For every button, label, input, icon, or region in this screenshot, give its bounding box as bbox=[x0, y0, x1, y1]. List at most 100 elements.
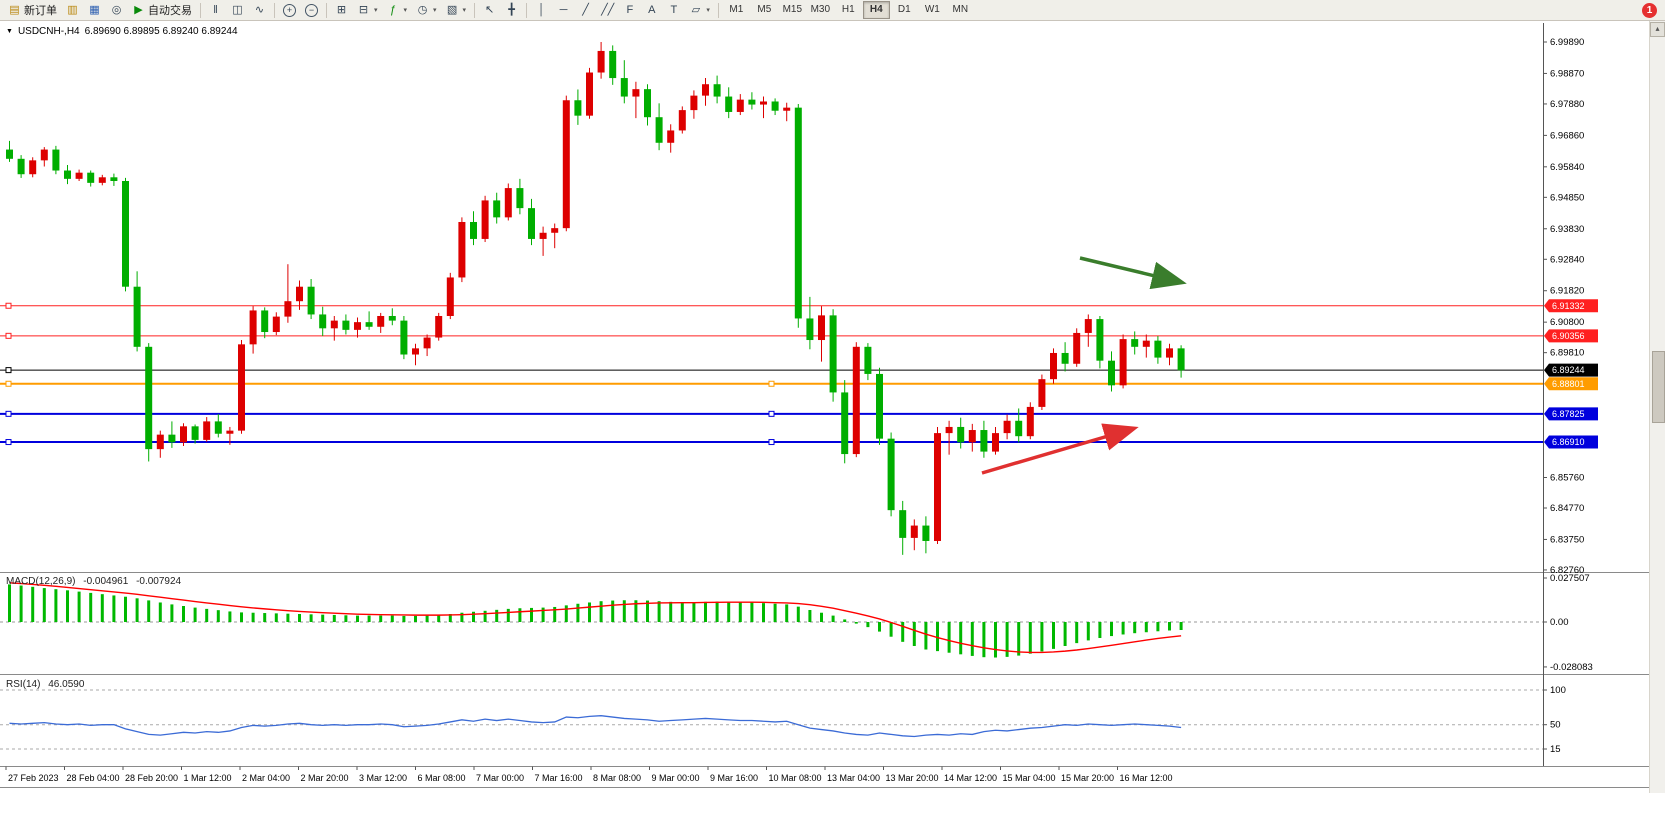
candle-body bbox=[794, 107, 802, 319]
data-window-button[interactable]: ▦ bbox=[84, 1, 105, 20]
svg-text:7 Mar 16:00: 7 Mar 16:00 bbox=[535, 773, 583, 783]
zoom-in-button[interactable]: + bbox=[279, 1, 300, 20]
text-icon: A bbox=[648, 3, 656, 16]
auto-trading-button[interactable]: ▶ 自动交易 bbox=[128, 1, 196, 20]
new-chart-button[interactable]: ⊟ ▾ bbox=[353, 1, 382, 20]
timeframe-m1[interactable]: M1 bbox=[729, 4, 744, 15]
text-label-icon: T bbox=[670, 3, 678, 16]
svg-text:6.88801: 6.88801 bbox=[1552, 379, 1585, 389]
shapes-icon: ▱ bbox=[691, 3, 701, 16]
svg-text:9 Mar 16:00: 9 Mar 16:00 bbox=[710, 773, 758, 783]
channel-button[interactable]: ╱╱ bbox=[597, 1, 618, 20]
play-icon: ▶ bbox=[134, 3, 143, 16]
line-handle bbox=[5, 302, 12, 309]
market-watch-button[interactable]: ▥ bbox=[62, 1, 83, 20]
crosshair-icon: ╋ bbox=[508, 3, 515, 16]
candle-body bbox=[330, 320, 338, 329]
candle-body bbox=[910, 525, 918, 538]
candlestick-chart-button[interactable]: ◫ bbox=[227, 1, 248, 20]
scrollbar-thumb[interactable] bbox=[1652, 351, 1665, 423]
candle-body bbox=[133, 286, 141, 347]
data-window-icon: ▦ bbox=[89, 3, 100, 16]
candle-body bbox=[678, 110, 686, 131]
candle-body bbox=[1026, 406, 1034, 437]
timeframe-w1[interactable]: W1 bbox=[924, 4, 940, 15]
candle-body bbox=[922, 525, 930, 541]
shapes-button[interactable]: ▱ ▾ bbox=[685, 1, 714, 20]
vertical-scrollbar[interactable]: ▴ bbox=[1649, 21, 1665, 793]
svg-text:13 Mar 04:00: 13 Mar 04:00 bbox=[827, 773, 880, 783]
timeframe-m30[interactable]: M30 bbox=[810, 4, 831, 15]
new-order-icon: ▤ bbox=[9, 3, 20, 16]
candle-body bbox=[145, 346, 153, 450]
zoom-out-button[interactable]: − bbox=[301, 1, 322, 20]
candle-body bbox=[354, 322, 361, 330]
separator bbox=[717, 2, 719, 18]
candle-body bbox=[1119, 339, 1127, 386]
svg-text:6.82760: 6.82760 bbox=[1550, 565, 1584, 576]
candle-body bbox=[1142, 340, 1150, 347]
svg-text:6.92840: 6.92840 bbox=[1550, 254, 1584, 265]
svg-text:6 Mar 08:00: 6 Mar 08:00 bbox=[418, 773, 466, 783]
cursor-button[interactable]: ↖ bbox=[479, 1, 500, 20]
vertical-line-button[interactable]: │ bbox=[531, 1, 552, 20]
timeframe-h1[interactable]: H1 bbox=[841, 4, 855, 15]
navigator-button[interactable]: ◎ bbox=[106, 1, 127, 20]
timeframe-h4[interactable]: H4 bbox=[862, 1, 890, 19]
separator bbox=[326, 2, 327, 18]
candle-body bbox=[1038, 379, 1046, 407]
candle-body bbox=[493, 200, 501, 218]
timeframe-d1[interactable]: D1 bbox=[897, 4, 911, 15]
text-label-button[interactable]: T bbox=[663, 1, 684, 20]
bar-chart-button[interactable]: ‖ bbox=[205, 1, 226, 20]
price-badge bbox=[1544, 435, 1598, 449]
candle-body bbox=[562, 100, 570, 229]
candle-body bbox=[17, 158, 25, 175]
candle-body bbox=[226, 430, 234, 434]
candle-body bbox=[702, 84, 709, 96]
scroll-up-icon[interactable]: ▴ bbox=[1650, 22, 1665, 37]
candle-body bbox=[783, 107, 791, 111]
indicators-button[interactable]: ƒ ▾ bbox=[383, 1, 412, 20]
price-badge bbox=[1544, 299, 1598, 313]
time-axis: 27 Feb 2023 28 Feb 04:00 28 Feb 20:00 1 Mar… bbox=[5, 766, 1173, 783]
candle-body bbox=[52, 149, 60, 171]
macd-histogram bbox=[8, 584, 1183, 658]
crosshair-button[interactable]: ╋ bbox=[501, 1, 522, 20]
level-lines bbox=[0, 302, 1543, 446]
candle-body bbox=[110, 177, 118, 181]
svg-text:2 Mar 04:00: 2 Mar 04:00 bbox=[242, 773, 290, 783]
candle-body bbox=[87, 172, 95, 183]
text-button[interactable]: A bbox=[641, 1, 662, 20]
period-button[interactable]: ◷ ▾ bbox=[412, 1, 441, 20]
candle-body bbox=[690, 95, 698, 111]
new-order-label: 新订单 bbox=[24, 5, 57, 17]
timeframe-m5[interactable]: M5 bbox=[757, 4, 772, 15]
candle-body bbox=[934, 433, 941, 541]
svg-text:6.89244: 6.89244 bbox=[1552, 365, 1585, 375]
new-order-button[interactable]: ▤ 新订单 bbox=[4, 1, 61, 20]
line-chart-button[interactable]: ∿ bbox=[249, 1, 270, 20]
candle-body bbox=[203, 421, 211, 440]
timeframe-m15[interactable]: M15 bbox=[782, 4, 803, 15]
candle-body bbox=[446, 277, 454, 316]
horizontal-line-button[interactable]: ─ bbox=[553, 1, 574, 20]
chevron-down-icon: ▾ bbox=[403, 7, 408, 14]
candle-body bbox=[423, 337, 431, 349]
timeframe-mn[interactable]: MN bbox=[952, 4, 969, 15]
notification-badge[interactable]: 1 bbox=[1642, 3, 1657, 18]
svg-text:0.00: 0.00 bbox=[1550, 617, 1569, 628]
tile-windows-button[interactable]: ⊞ bbox=[331, 1, 352, 20]
candle-body bbox=[829, 315, 837, 393]
svg-text:15 Mar 20:00: 15 Mar 20:00 bbox=[1061, 773, 1114, 783]
candle-body bbox=[365, 322, 373, 327]
svg-text:6.90800: 6.90800 bbox=[1550, 317, 1584, 328]
chart-window: 6.99890 6.98870 6.97880 6.96860 6.95840 6.948… bbox=[0, 21, 1650, 793]
line-handle bbox=[768, 380, 775, 387]
candle-body bbox=[1061, 352, 1069, 364]
trendline-button[interactable]: ╱ bbox=[575, 1, 596, 20]
chart-canvas[interactable]: 6.99890 6.98870 6.97880 6.96860 6.95840 6.948… bbox=[0, 21, 1650, 793]
fibonacci-button[interactable]: F bbox=[619, 1, 640, 20]
candle-body bbox=[1050, 352, 1057, 380]
template-button[interactable]: ▧ ▾ bbox=[442, 1, 471, 20]
